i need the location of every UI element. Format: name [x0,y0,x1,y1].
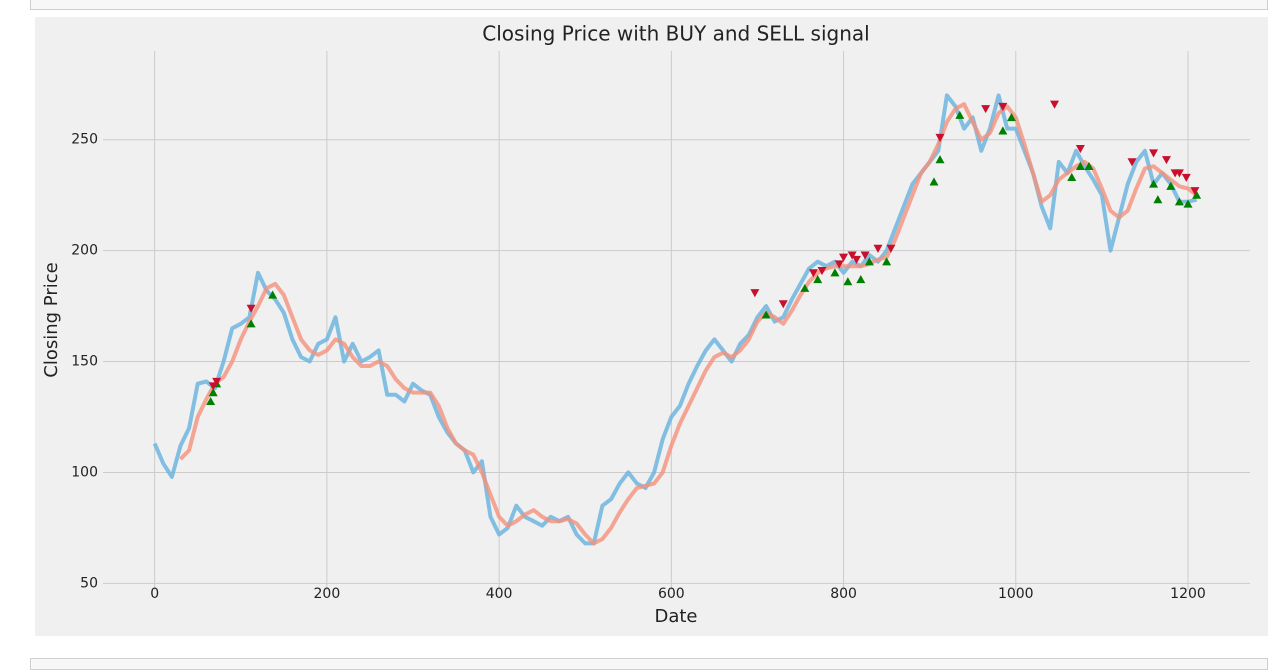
sell-signal [212,377,222,386]
buy-signal [1153,195,1163,204]
cell-border [30,0,1268,10]
buy-signal [864,257,874,266]
x-tick-label: 1200 [1170,586,1206,602]
sell-signal [1127,158,1137,167]
sell-signal [1075,144,1085,154]
buy-signal [830,268,840,277]
buy-signal [935,155,945,164]
sell-signal [998,102,1008,111]
buy-signal [856,274,866,284]
y-tick-label: 150 [71,354,98,370]
sell-signal [208,382,218,391]
buy-signal [1166,181,1176,190]
sell-signal [1149,149,1159,158]
buy-signal [1183,199,1193,208]
sell-signal [839,253,849,262]
sell-signal [1190,187,1200,196]
x-tick-label: 200 [314,586,341,602]
plot-area [152,93,1202,546]
buy-signal [1006,113,1016,122]
buy-signal [268,290,278,299]
sell-signal [851,255,861,265]
buy-signal [800,283,810,292]
buy-signal [1174,197,1184,206]
sell-signal [834,260,844,269]
sell-signal [750,289,760,298]
x-tick-label: 0 [150,586,159,602]
series-line [179,102,1198,546]
x-tick-label: 600 [658,586,685,602]
sell-signal [860,251,870,260]
y-axis-label: Closing Price [41,262,62,377]
y-tick-label: 100 [71,464,98,480]
buy-signal [1084,161,1094,170]
sell-signal [1161,156,1171,165]
chart-title: Closing Price with BUY and SELL signal [482,22,869,46]
buy-signal [813,274,823,284]
buy-signal [208,388,218,397]
buy-signal [246,319,256,328]
buy-signal [843,277,853,286]
sell-signal [873,244,883,253]
sell-signal [1174,169,1184,178]
sell-signal [246,304,256,313]
sell-signal [1181,173,1191,182]
buy-signal [998,126,1008,135]
buy-signal [1067,172,1077,182]
y-tick-label: 200 [71,243,98,259]
y-tick-label: 250 [71,132,98,148]
buy-signal [1075,161,1085,170]
sell-signal [778,300,788,309]
figure-background [35,17,1268,636]
sell-signal [847,251,857,260]
x-tick-label: 1000 [998,586,1034,602]
buy-signal [1192,190,1202,199]
buy-signal [929,177,939,186]
sell-signal [886,244,896,253]
sell-signal [981,105,991,114]
buy-signal [1149,179,1159,188]
sell-signal [1050,100,1060,109]
series-line [152,93,1198,546]
sell-signal [808,269,818,278]
buy-signal [206,396,216,406]
x-axis-label: Date [654,606,697,627]
y-tick-label: 50 [80,575,98,591]
buy-signal [761,310,771,319]
sell-signal [817,266,827,276]
sell-signal [935,133,945,143]
x-tick-label: 800 [830,586,857,602]
grid: 50 100 150 200 250 0 200 400 600 800 1000 1200 [71,51,1250,602]
buy-signal [882,257,892,266]
buy-signal [955,110,965,119]
x-tick-label: 400 [486,586,513,602]
